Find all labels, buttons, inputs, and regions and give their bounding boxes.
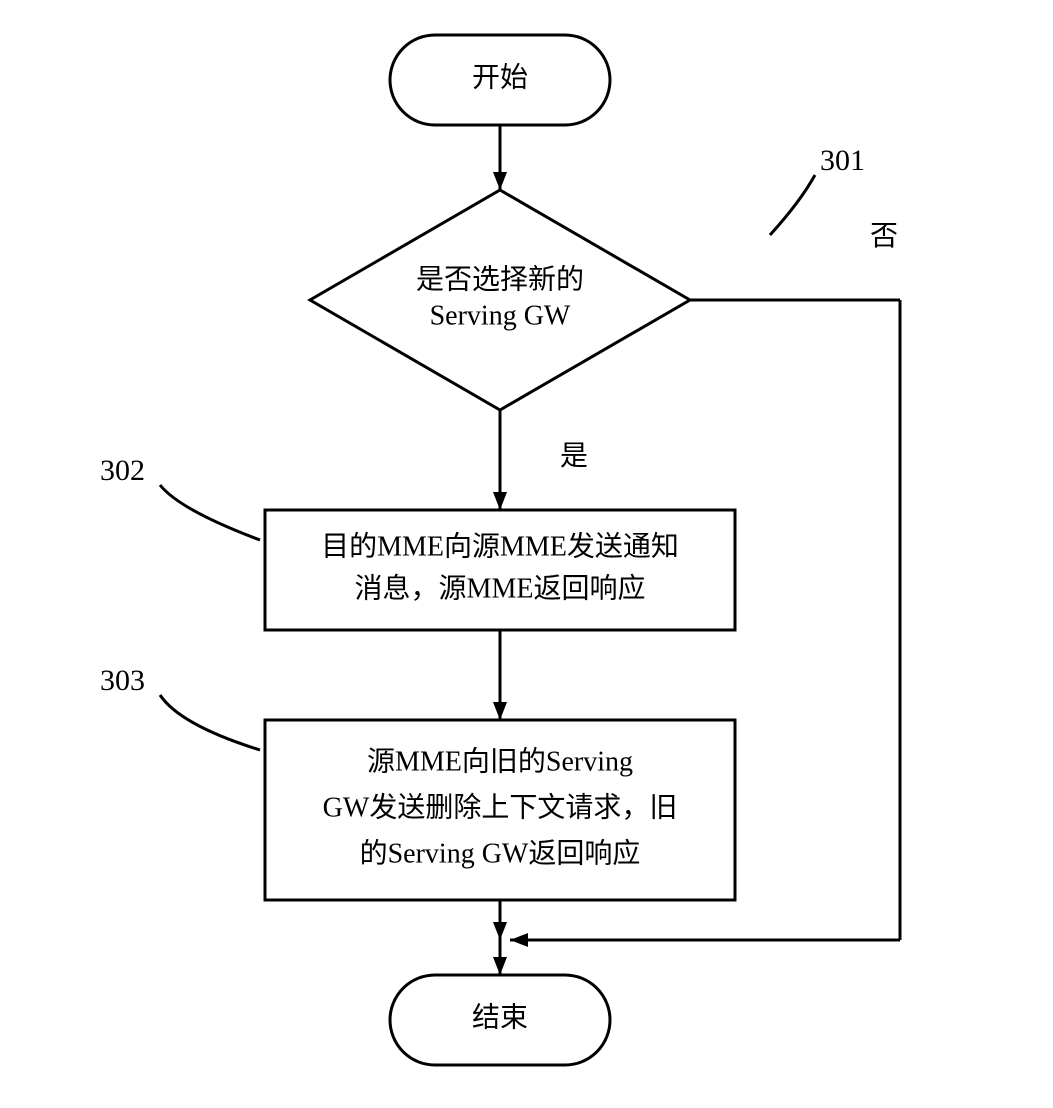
svg-text:302: 302	[100, 454, 145, 487]
svg-text:301: 301	[820, 144, 865, 177]
svg-text:303: 303	[100, 664, 145, 697]
start-node: 开始	[390, 35, 610, 125]
end-node: 结束	[390, 975, 610, 1065]
svg-text:目的MME向源MME发送通知: 目的MME向源MME发送通知	[321, 530, 679, 562]
svg-text:结束: 结束	[472, 1001, 528, 1033]
edge-label-yes: 是	[560, 441, 588, 472]
svg-text:开始: 开始	[472, 61, 528, 93]
svg-text:消息，源MME返回响应: 消息，源MME返回响应	[355, 572, 646, 604]
svg-text:源MME向旧的Serving: 源MME向旧的Serving	[367, 745, 633, 777]
process-303: 源MME向旧的Serving GW发送删除上下文请求，旧的Serving GW返回…	[265, 720, 735, 900]
process-302: 目的MME向源MME发送通知消息，源MME返回响应	[265, 510, 735, 630]
label-302: 302	[100, 454, 260, 540]
svg-text:是否选择新的: 是否选择新的	[416, 263, 584, 295]
label-303: 303	[100, 664, 260, 750]
label-301: 301	[770, 144, 865, 235]
edge-label-no: 否	[870, 221, 898, 252]
svg-text:Serving GW: Serving GW	[430, 300, 571, 331]
svg-text:GW发送删除上下文请求，旧: GW发送删除上下文请求，旧	[323, 791, 678, 823]
decision-node: 是否选择新的 Serving GW	[310, 190, 690, 410]
svg-text:的Serving GW返回响应: 的Serving GW返回响应	[360, 837, 641, 869]
